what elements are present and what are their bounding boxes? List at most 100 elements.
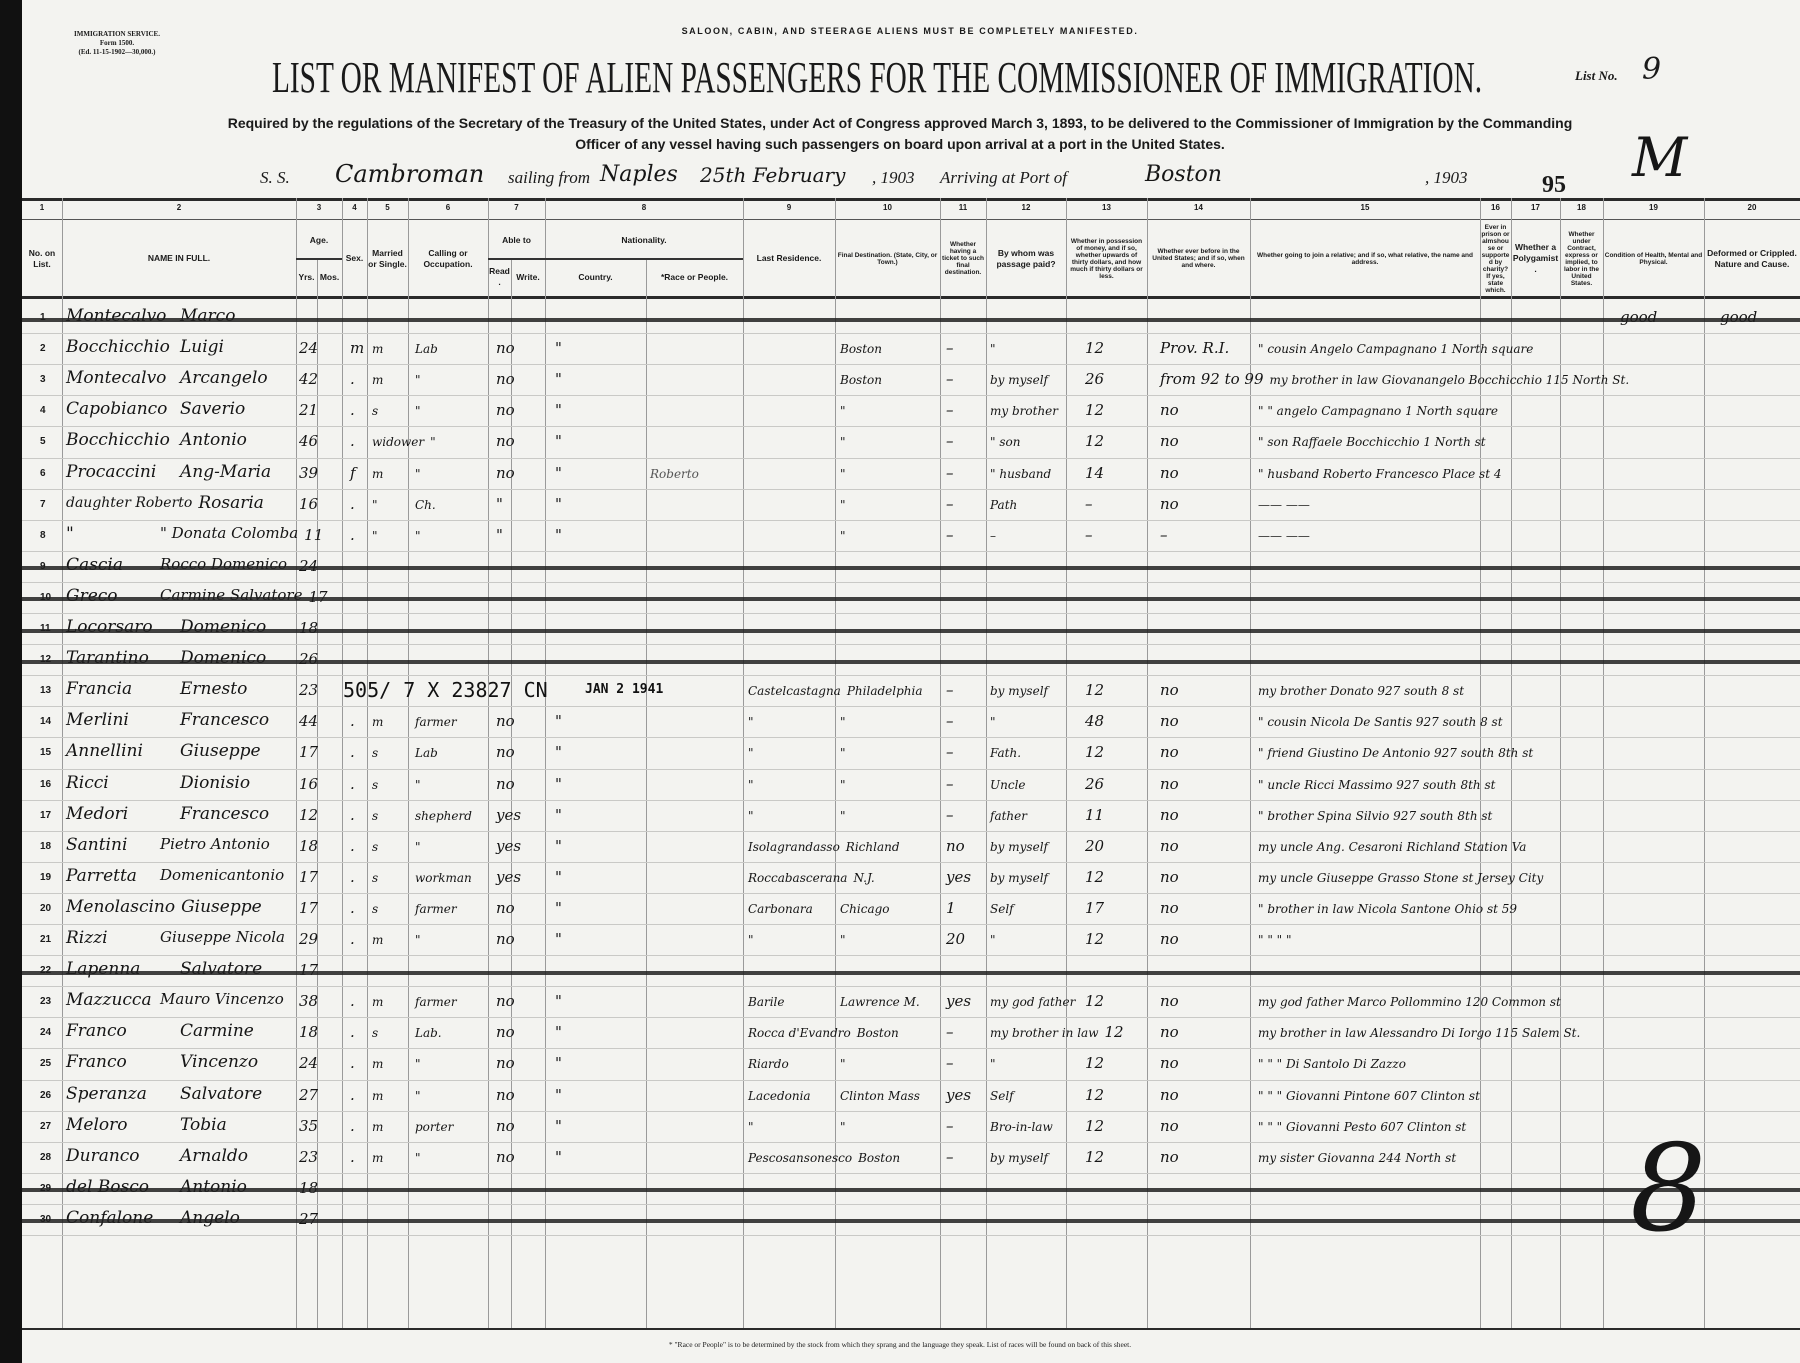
passenger-given-name: Domenicantonio	[160, 865, 285, 884]
cell-ticket: –	[946, 432, 954, 451]
column-divider	[940, 198, 941, 1328]
passenger-surname: Procaccini	[66, 461, 157, 482]
cell-married: "	[372, 528, 378, 543]
cell-ticket: –	[946, 805, 954, 824]
column-number: 2	[176, 203, 182, 212]
passenger-surname: Confalone	[66, 1207, 154, 1228]
row-number: 6	[40, 467, 46, 479]
cell-read: no	[496, 1023, 515, 1042]
column-subheader: Country.	[578, 271, 613, 282]
cell-calling: Lab.	[415, 1026, 442, 1041]
column-header: Whether having a ticket to such final de…	[942, 241, 984, 276]
row-number: 9	[40, 561, 46, 572]
column-divider	[408, 198, 409, 1328]
cell-calling: farmer	[415, 715, 457, 730]
arrival-port: Boston	[1145, 162, 1222, 187]
cell-calling: "	[415, 528, 421, 543]
row-number: 29	[40, 1183, 51, 1194]
strike-through-line	[22, 317, 1800, 322]
cell-calling: workman	[415, 870, 472, 885]
cell-money: 20	[1085, 836, 1105, 855]
row-divider	[22, 519, 1800, 521]
cell-destination: "	[840, 746, 846, 761]
form-number: Form 1500.	[99, 39, 135, 47]
cell-sex: .	[350, 370, 355, 389]
cell-paid: "	[990, 933, 996, 947]
cell-before: no	[1160, 681, 1179, 700]
row-divider	[22, 768, 1800, 770]
cell-calling: "	[415, 777, 421, 792]
cell-money: 12	[1085, 681, 1105, 700]
passenger-given-name: Vincenzo	[180, 1052, 259, 1073]
cell-age: 44	[299, 712, 319, 731]
cell-read: no	[496, 1054, 515, 1073]
passenger-surname: Montecalvo	[66, 368, 167, 389]
row-number: 3	[40, 374, 46, 386]
row-divider	[22, 1079, 1800, 1081]
row-divider	[22, 892, 1800, 894]
cell-paid: Bro-in-law	[990, 1119, 1053, 1134]
passenger-surname: Menolascino	[66, 896, 176, 917]
passenger-surname: Bocchicchio	[66, 430, 170, 451]
cell-calling: Lab	[415, 342, 438, 357]
passenger-surname: del Bosco	[66, 1176, 149, 1197]
strike-through-line	[22, 659, 1800, 664]
cell-married: s	[372, 839, 379, 854]
cell-country: "	[555, 836, 562, 855]
cell-before: no	[1160, 743, 1179, 762]
cell-relative: " cousin Angelo Campagnano 1 North squar…	[1258, 342, 1534, 357]
cell-ticket: yes	[946, 992, 972, 1011]
regulation-line-2: Officer of any vessel having such passen…	[575, 136, 1225, 152]
cell-country: "	[555, 339, 562, 358]
cell-age: 23	[299, 681, 319, 700]
passenger-given-name: Mauro Vincenzo	[160, 990, 284, 1009]
cell-ticket: –	[946, 774, 954, 793]
cell-sex: .	[350, 867, 355, 886]
cell-residence: "	[748, 808, 754, 823]
cell-money: 12	[1085, 930, 1105, 948]
cell-country: "	[555, 463, 562, 482]
cell-paid: Path	[990, 497, 1018, 512]
cell-country: "	[555, 774, 562, 793]
cell-married: m	[372, 1150, 384, 1165]
cell-age: 23	[299, 1147, 319, 1166]
passenger-surname: Lapenna	[66, 959, 141, 980]
cell-ticket: –	[946, 1054, 954, 1073]
cell-relative: my brother in law Giovanangelo Bocchicch…	[1269, 373, 1630, 388]
cell-country: "	[555, 432, 562, 451]
cell-read: no	[496, 432, 515, 451]
cell-relative: " " " Di Santolo Di Zazzo	[1258, 1057, 1406, 1072]
row-divider	[22, 426, 1800, 428]
cell-destination: N.J.	[853, 870, 875, 885]
passenger-given-name: Ernesto	[180, 679, 248, 700]
list-number: 9	[1642, 52, 1662, 87]
column-number: 20	[1747, 203, 1757, 212]
column-subheader: *Race or People.	[660, 271, 729, 282]
column-number: 1	[39, 203, 45, 212]
row-number: 18	[40, 840, 52, 852]
cell-sex: .	[350, 432, 355, 451]
regulation-line-1: Required by the regulations of the Secre…	[227, 115, 1573, 131]
column-number: 15	[1360, 203, 1370, 212]
row-number: 24	[40, 1027, 52, 1039]
cell-relative: " " " Giovanni Pintone 607 Clinton st	[1258, 1088, 1480, 1103]
cell-money: 12	[1085, 992, 1105, 1011]
cell-country: "	[555, 992, 562, 1011]
row-divider	[22, 675, 1800, 677]
cell-calling: "	[415, 933, 421, 947]
column-header: By whom was passage paid?	[996, 247, 1056, 269]
cell-country: "	[555, 401, 562, 420]
cell-read: no	[496, 898, 515, 917]
cell-age: 17	[299, 898, 319, 917]
cell-age: 16	[299, 774, 319, 793]
column-header: Calling or Occupation.	[423, 247, 473, 269]
cell-read: no	[496, 1147, 515, 1166]
cell-money: 11	[1085, 805, 1105, 824]
row-number: 12	[40, 654, 51, 665]
row-divider	[22, 1172, 1800, 1174]
column-header: Whether going to join a relative; and if…	[1257, 251, 1473, 266]
column-divider	[1704, 198, 1705, 1328]
cell-read: no	[496, 401, 515, 420]
inspector-initial: M	[1632, 126, 1688, 189]
cell-age: 24	[299, 1054, 319, 1073]
